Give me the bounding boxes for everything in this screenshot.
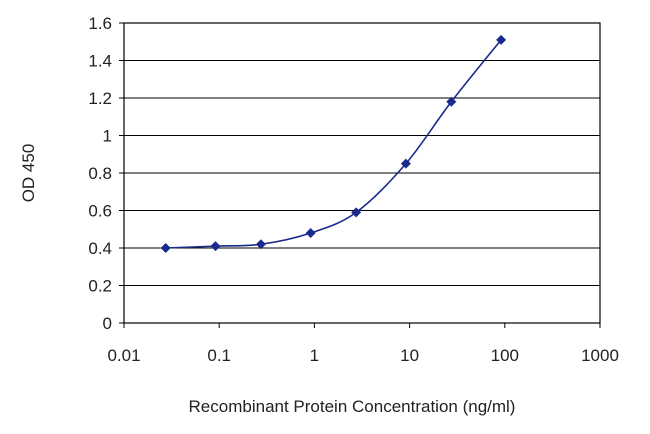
y-tick-label: 0 <box>103 314 112 333</box>
data-point <box>210 241 221 252</box>
y-tick-label: 1.4 <box>88 52 112 71</box>
y-tick-label: 1.6 <box>88 14 112 33</box>
y-tick-label: 0.6 <box>88 202 112 221</box>
x-tick-label: 0.1 <box>207 346 231 365</box>
x-tick-label: 0.01 <box>107 346 140 365</box>
data-point <box>446 96 457 107</box>
y-tick-label: 0.4 <box>88 239 112 258</box>
x-tick-label: 1000 <box>581 346 619 365</box>
data-point <box>400 158 411 169</box>
series-points <box>160 34 507 253</box>
data-point <box>496 34 507 45</box>
series-line <box>165 39 502 249</box>
x-tick-label: 10 <box>400 346 419 365</box>
y-tick-label: 0.2 <box>88 277 112 296</box>
y-tick-label: 1 <box>103 127 112 146</box>
y-axis-title: OD 450 <box>19 144 38 203</box>
y-tick-label: 0.8 <box>88 164 112 183</box>
grid-lines <box>124 60 600 286</box>
data-point <box>160 243 171 253</box>
x-axis-title: Recombinant Protein Concentration (ng/ml… <box>189 397 516 416</box>
y-axis-ticks: 0 0.2 0.4 0.6 0.8 1 1.2 1.4 1.6 <box>88 14 124 333</box>
x-axis-ticks: 0.01 0.1 1 10 100 1000 <box>107 323 619 365</box>
y-tick-label: 1.2 <box>88 89 112 108</box>
x-tick-label: 1 <box>310 346 319 365</box>
x-tick-label: 100 <box>491 346 519 365</box>
data-point <box>255 239 266 250</box>
data-point <box>351 207 362 218</box>
data-point <box>305 228 316 238</box>
